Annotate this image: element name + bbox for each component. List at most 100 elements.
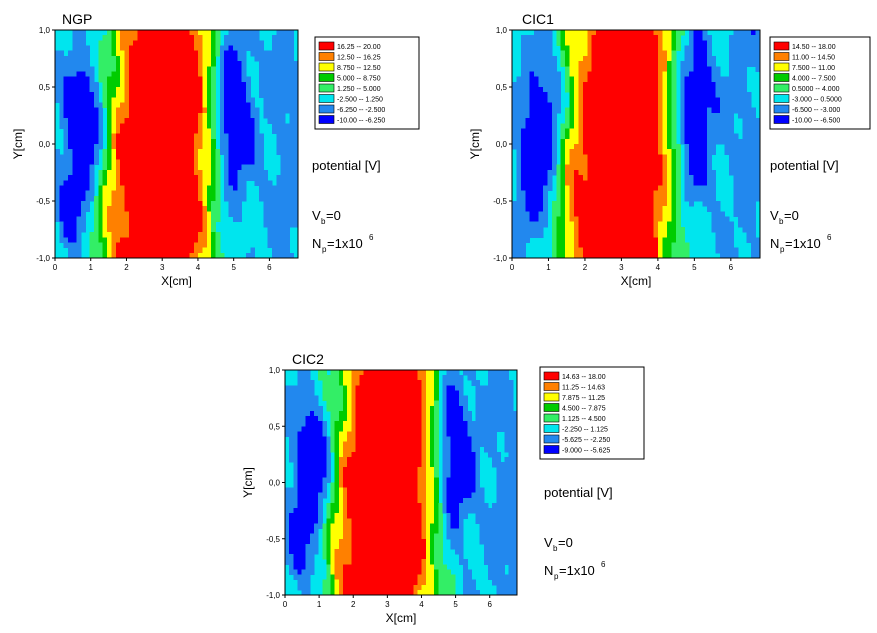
heatmap-cell	[193, 180, 199, 186]
heatmap-cell	[172, 144, 177, 150]
heatmap-cell	[176, 66, 182, 72]
heatmap-cell	[653, 195, 659, 202]
heatmap-cell	[215, 50, 221, 57]
annotation-vb-sub: b	[321, 217, 326, 226]
heatmap-cell	[124, 211, 130, 218]
heatmap-cell	[512, 92, 517, 98]
heatmap-cell	[133, 206, 138, 212]
heatmap-cell	[671, 252, 677, 259]
heatmap-cell	[675, 175, 681, 181]
heatmap-cell	[107, 221, 112, 228]
heatmap-cell	[622, 211, 628, 218]
heatmap-cell	[529, 92, 535, 98]
heatmap-cell	[587, 242, 593, 249]
heatmap-cell	[63, 107, 69, 114]
heatmap-cell	[578, 149, 584, 155]
heatmap-cell	[305, 375, 311, 381]
heatmap-cell	[224, 92, 230, 98]
heatmap-cell	[543, 201, 548, 207]
heatmap-cell	[715, 211, 721, 218]
heatmap-cell	[241, 76, 247, 83]
heatmap-cell	[94, 149, 99, 155]
heatmap-cell	[263, 92, 269, 98]
heatmap-cell	[755, 164, 761, 171]
heatmap-cell	[326, 508, 332, 514]
heatmap-cell	[111, 107, 117, 114]
heatmap-cell	[301, 482, 307, 489]
heatmap-cell	[137, 252, 143, 259]
heatmap-cell	[276, 180, 282, 186]
heatmap-cell	[547, 50, 553, 57]
heatmap-cell	[102, 190, 108, 197]
heatmap-cell	[733, 154, 739, 161]
heatmap-cell	[622, 164, 628, 171]
heatmap-cell	[72, 97, 78, 104]
heatmap-cell	[206, 138, 212, 145]
heatmap-cell	[163, 128, 169, 135]
heatmap-cell	[613, 164, 619, 171]
heatmap-cell	[569, 169, 575, 176]
heatmap-cell	[529, 61, 535, 67]
heatmap-cell	[111, 35, 117, 41]
heatmap-cell	[556, 102, 562, 109]
heatmap-cell	[228, 185, 234, 192]
heatmap-cell	[293, 508, 298, 514]
heatmap-cell	[516, 144, 522, 150]
heatmap-cell	[202, 45, 208, 52]
heatmap-cell	[98, 138, 104, 145]
heatmap-cell	[185, 247, 191, 254]
heatmap-cell	[211, 107, 217, 114]
heatmap-cell	[284, 138, 290, 145]
heatmap-cell	[81, 40, 86, 47]
heatmap-cell	[640, 61, 646, 67]
x-tick-label: 5	[231, 263, 236, 272]
heatmap-cell	[675, 237, 681, 243]
heatmap-cell	[107, 107, 112, 114]
heatmap-cell	[276, 185, 282, 192]
heatmap-cells	[55, 30, 299, 259]
heatmap-cell	[529, 55, 535, 62]
heatmap-cell	[525, 169, 531, 176]
heatmap-cell	[68, 144, 73, 150]
heatmap-cell	[98, 201, 104, 207]
heatmap-cell	[671, 201, 677, 207]
heatmap-cell	[193, 190, 199, 197]
heatmap-cell	[565, 35, 571, 41]
heatmap-cell	[338, 431, 344, 437]
heatmap-cell	[662, 55, 668, 62]
heatmap-cell	[250, 50, 256, 57]
heatmap-cell	[133, 247, 138, 254]
heatmap-cell	[241, 164, 247, 171]
heatmap-cell	[596, 159, 602, 166]
heatmap-cell	[232, 102, 238, 109]
heatmap-cell	[520, 133, 526, 140]
heatmap-cell	[636, 107, 641, 114]
heatmap-cell	[605, 164, 610, 171]
heatmap-cell	[724, 252, 730, 259]
heatmap-cell	[167, 76, 173, 83]
heatmap-cell	[185, 252, 191, 259]
heatmap-cell	[150, 221, 156, 228]
heatmap-cell	[578, 76, 584, 83]
heatmap-cell	[684, 159, 690, 166]
heatmap-cell	[237, 185, 243, 192]
heatmap-cell	[653, 226, 659, 233]
heatmap-cell	[605, 247, 610, 254]
heatmap-cell	[254, 138, 260, 145]
heatmap-cell	[63, 195, 69, 202]
heatmap-cell	[280, 87, 286, 93]
heatmap-cell	[111, 50, 117, 57]
heatmap-cell	[150, 175, 156, 181]
heatmap-cell	[68, 242, 73, 249]
heatmap-cell	[224, 138, 230, 145]
heatmap-cell	[55, 180, 60, 186]
heatmap-cell	[658, 206, 664, 212]
heatmap-cell	[520, 97, 526, 104]
heatmap-cell	[107, 87, 112, 93]
heatmap-cell	[154, 232, 160, 238]
heatmap-cell	[569, 92, 575, 98]
heatmap-cell	[649, 81, 655, 88]
heatmap-cell	[120, 164, 125, 171]
heatmap-cell	[343, 395, 348, 402]
heatmap-cell	[538, 211, 544, 218]
